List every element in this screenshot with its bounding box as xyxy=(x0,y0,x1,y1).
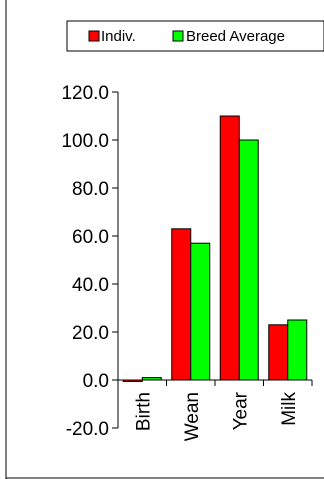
bar-wean-breed-average xyxy=(190,242,211,381)
x-tick-label-wean: Wean xyxy=(182,392,203,441)
y-tick-label-7: -20.0 xyxy=(66,419,109,440)
bar-year-indiv xyxy=(219,115,240,381)
y-tick-label-6: 0.0 xyxy=(83,371,109,392)
y-tick-label-5: 20.0 xyxy=(72,323,109,344)
bar-wean-indiv xyxy=(171,228,192,381)
legend: Indiv. Breed Average xyxy=(66,20,324,52)
x-tick-label-birth: Birth xyxy=(133,392,154,431)
bar-milk-indiv xyxy=(268,324,289,381)
bars xyxy=(122,115,308,382)
y-tick-label-3: 60.0 xyxy=(72,227,109,248)
bar-milk-breed-average xyxy=(287,319,308,381)
legend-label-1: Indiv. xyxy=(101,28,136,45)
y-axis: 120.0 100.0 80.0 60.0 40.0 20.0 0.0 -20.0 xyxy=(61,83,119,440)
y-tick-label-1: 100.0 xyxy=(61,131,109,152)
y-tick-label-2: 80.0 xyxy=(72,179,109,200)
bar-year-breed-average xyxy=(238,139,259,381)
legend-label-2: Breed Average xyxy=(186,28,285,45)
x-tick-label-milk: Milk xyxy=(279,392,300,426)
y-tick-label-0: 120.0 xyxy=(61,83,109,104)
legend-swatch-1 xyxy=(88,30,100,42)
legend-swatch-2 xyxy=(172,30,184,42)
legend-box xyxy=(66,20,324,52)
y-tick-label-4: 40.0 xyxy=(72,275,109,296)
x-axis: Birth Wean Year Milk xyxy=(118,379,313,441)
x-tick-label-year: Year xyxy=(230,391,251,430)
